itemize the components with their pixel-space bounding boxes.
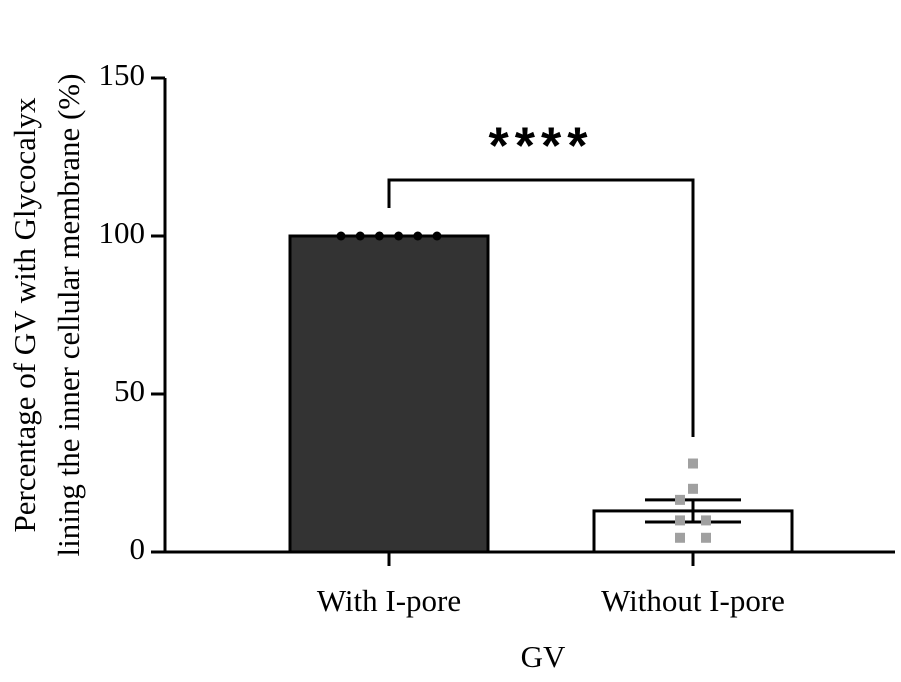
data-point bbox=[675, 532, 685, 543]
data-point bbox=[675, 515, 685, 526]
data-point bbox=[701, 515, 711, 526]
data-point bbox=[394, 231, 404, 241]
y-axis-label: lining the inner cellular membrane (%) bbox=[51, 74, 86, 557]
data-point bbox=[688, 458, 698, 469]
significance-bracket bbox=[387, 178, 695, 437]
error-bar bbox=[645, 498, 741, 524]
y-tick-label: 50 bbox=[114, 373, 145, 408]
y-tick-label: 150 bbox=[99, 57, 146, 92]
y-axis-label: Percentage of GV with Glycocalyx bbox=[7, 97, 42, 533]
bar bbox=[288, 234, 490, 554]
data-point bbox=[432, 231, 442, 241]
x-tick-label: Without I-pore bbox=[601, 583, 785, 618]
x-axis-label: GV bbox=[521, 639, 566, 674]
significance-label: **** bbox=[489, 118, 594, 176]
y-tick-label: 0 bbox=[130, 531, 146, 566]
data-point bbox=[701, 532, 711, 543]
data-point bbox=[413, 231, 423, 241]
x-tick-label: With I-pore bbox=[317, 583, 461, 618]
y-tick-label: 100 bbox=[99, 215, 146, 250]
data-point bbox=[688, 483, 698, 494]
data-point bbox=[675, 494, 685, 505]
data-point bbox=[336, 231, 346, 241]
data-point bbox=[355, 231, 365, 241]
data-point bbox=[374, 231, 384, 241]
